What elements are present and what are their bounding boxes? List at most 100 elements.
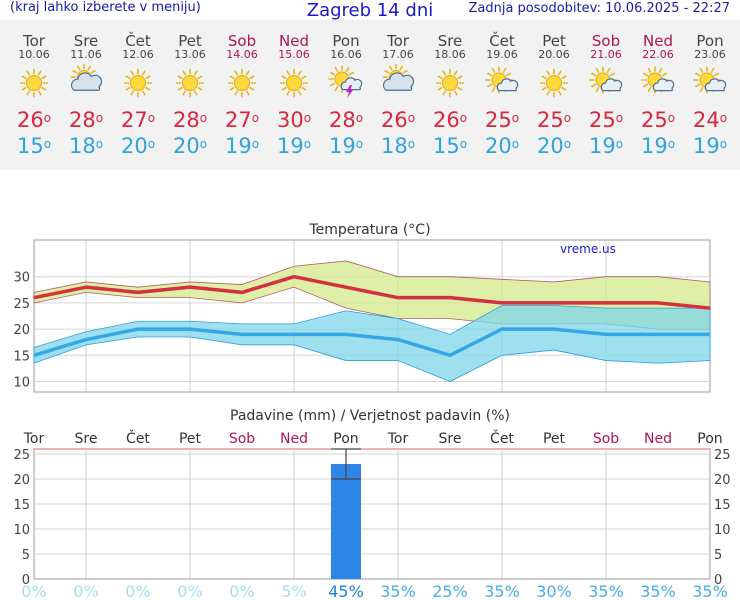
cloud-shape [600,78,623,92]
y-tick-label-left: 20 [13,473,30,488]
sun-icon [539,68,569,98]
min-temperature-range-band [33,305,711,382]
max-temperature-value: 28 [68,108,96,132]
sun-icon [279,68,309,98]
day-date: 23.06 [694,48,726,61]
sun-ray [442,90,447,96]
sun-icon [9,63,59,107]
day-column: Tor 17.06 26o 18o [373,20,423,159]
sun-ray [647,86,652,93]
page-title: Zagreb 14 dni [306,0,434,21]
sun-ray [710,67,715,74]
day-column: Pet 20.06 25o 20o [529,20,579,159]
sun-cloud-icon [477,63,527,107]
day-date: 21.06 [590,48,622,61]
x-tick-label: Sob [229,431,255,447]
cloud-shape [340,77,363,91]
max-temperature-value: 26 [16,108,44,132]
y-tick-label-right: 5 [714,548,722,563]
sun-ray [21,75,27,80]
day-date: 20.06 [538,48,570,61]
day-name: Ned [643,32,673,50]
sun-ray [642,83,649,88]
degree-sign: o [251,111,260,125]
sun-ray [301,86,307,91]
sun-ray [245,90,250,96]
location-menu-hint[interactable]: (kraj lahko izberete v meniju) [10,0,201,15]
degree-sign: o [303,111,312,125]
max-temperature: 26o [373,107,423,133]
day-column: Pon 23.06 24o 19o [685,20,735,159]
precipitation-probability-label: 0% [229,582,254,600]
min-temperature: 20o [477,133,527,159]
sun-ray [561,75,567,80]
day-name: Sre [437,32,463,50]
day-date: 14.06 [226,48,258,61]
sun-ray [442,70,447,76]
thunderstorm-icon [321,63,371,107]
x-tick-label: Pon [697,431,722,447]
min-temperature-value: 20 [536,134,564,158]
degree-sign: o [199,137,208,151]
sun-ray [130,70,135,76]
sun-ray [130,90,135,96]
degree-sign: o [563,137,572,151]
sun-icon [539,68,569,98]
sun-ray [177,75,183,80]
sun-ray [642,72,649,77]
degree-sign: o [355,137,364,151]
sun-ray [26,90,31,96]
sun-ray [437,86,443,91]
sun-icon [227,68,257,98]
max-temperature-value: 27 [224,108,252,132]
sun-cloud-icon [685,63,735,107]
sun-ray [182,90,187,96]
day-date: 11.06 [70,48,102,61]
degree-sign: o [667,111,676,125]
sun-icon [113,63,163,107]
sun-ray [286,70,291,76]
sun-cloud-icon [641,66,675,94]
day-column: Sob 14.06 27o 19o [217,20,267,159]
sun-ray [453,70,458,76]
min-temperature-value: 20 [484,134,512,158]
min-temperature-value: 19 [224,134,252,158]
sun-ray [557,70,562,76]
y-tick-label: 20 [13,323,30,338]
sun-ray [661,72,668,77]
max-temperature-value: 26 [432,108,460,132]
precipitation-probability-label: 25% [432,582,468,600]
day-column: Čet 12.06 27o 20o [113,20,163,159]
sun-ray [182,70,187,76]
sun-ray [297,70,302,76]
partly-cloudy-icon [61,63,111,107]
sun-ray [125,75,131,80]
sun-disc [26,75,42,91]
max-temperature-value: 26 [380,108,408,132]
sun-disc [286,75,302,91]
daily-forecast-strip: Tor 10.06 26o 15o Sre 11.06 28o 18o Čet 12.06 27o 2… [0,20,740,170]
sun-ray [329,71,336,76]
sun-ray [141,90,146,96]
max-temperature: 28o [61,107,111,133]
sun-ray [245,70,250,76]
sun-ray [72,69,78,74]
day-date: 22.06 [642,48,674,61]
sun-icon [435,68,465,98]
sun-ray [90,69,96,74]
min-temperature-line [33,327,710,358]
site-watermark: vreme.us [560,242,616,256]
x-tick-label: Pon [333,431,358,447]
sun-ray [399,65,404,71]
min-temperature: 19o [321,133,371,159]
degree-sign: o [95,111,104,125]
sun-ray [348,71,355,76]
max-temperature-value: 25 [484,108,512,132]
sun-ray [334,85,339,92]
cloud-shape [70,72,103,91]
sun-ray [286,90,291,96]
max-temperature: 24o [685,107,735,133]
x-tick-label: Sre [439,431,462,447]
min-temperature-value: 19 [328,134,356,158]
min-temperature: 18o [61,133,111,159]
